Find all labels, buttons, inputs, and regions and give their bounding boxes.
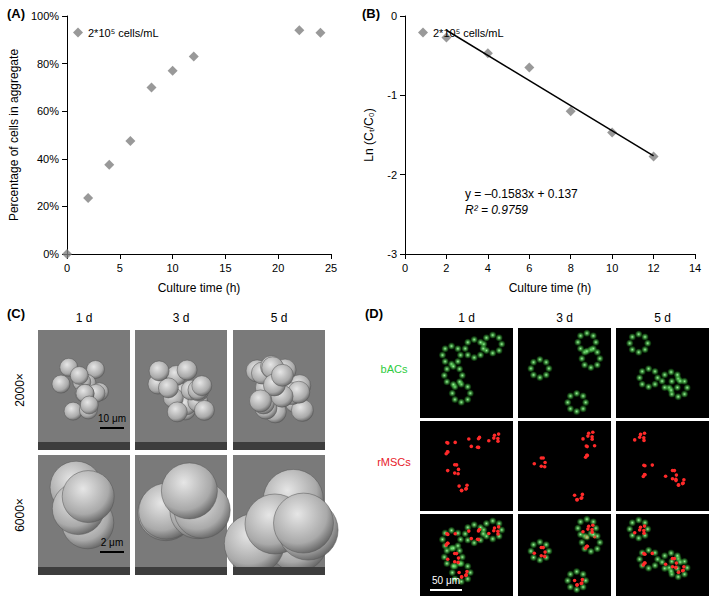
- svg-text:(A): (A): [7, 6, 25, 21]
- svg-text:y = –0.1583x + 0.137: y = –0.1583x + 0.137: [465, 187, 578, 201]
- svg-text:20%: 20%: [37, 200, 59, 212]
- svg-text:20: 20: [272, 262, 284, 274]
- svg-text:0: 0: [391, 10, 397, 22]
- svg-text:40%: 40%: [37, 153, 59, 165]
- svg-text:80%: 80%: [37, 58, 59, 70]
- svg-text:(C): (C): [7, 306, 25, 321]
- svg-text:-1: -1: [387, 89, 397, 101]
- svg-text:3 d: 3 d: [556, 311, 573, 325]
- svg-text:60%: 60%: [37, 105, 59, 117]
- svg-text:-3: -3: [387, 248, 397, 260]
- svg-text:10: 10: [166, 262, 178, 274]
- svg-text:5: 5: [117, 262, 123, 274]
- svg-text:rMSCs: rMSCs: [377, 456, 411, 468]
- svg-text:5 d: 5 d: [654, 311, 671, 325]
- svg-text:(B): (B): [362, 6, 380, 21]
- svg-text:12: 12: [647, 262, 659, 274]
- svg-text:-2: -2: [387, 169, 397, 181]
- svg-text:0%: 0%: [43, 248, 59, 260]
- svg-text:1 d: 1 d: [76, 311, 93, 325]
- svg-text:Culture time (h): Culture time (h): [158, 281, 241, 295]
- svg-text:R² = 0.9759: R² = 0.9759: [465, 203, 528, 217]
- svg-text:15: 15: [219, 262, 231, 274]
- svg-text:2: 2: [443, 262, 449, 274]
- svg-text:10: 10: [606, 262, 618, 274]
- svg-text:1 d: 1 d: [458, 311, 475, 325]
- svg-text:50 μm: 50 μm: [432, 575, 460, 586]
- svg-text:6000×: 6000×: [13, 498, 27, 532]
- svg-text:0: 0: [402, 262, 408, 274]
- svg-text:8: 8: [568, 262, 574, 274]
- svg-text:Ln (Cₜ/C₀): Ln (Cₜ/C₀): [362, 108, 376, 161]
- svg-text:Culture time (h): Culture time (h): [509, 281, 592, 295]
- svg-text:(D): (D): [365, 306, 383, 321]
- svg-text:4: 4: [485, 262, 491, 274]
- svg-text:2000×: 2000×: [13, 373, 27, 407]
- svg-text:25: 25: [325, 262, 337, 274]
- svg-text:2*10⁵ cells/mL: 2*10⁵ cells/mL: [88, 27, 159, 39]
- svg-text:2*10⁵ cells/mL: 2*10⁵ cells/mL: [433, 27, 504, 39]
- svg-text:2 μm: 2 μm: [101, 537, 123, 548]
- svg-text:3 d: 3 d: [173, 311, 190, 325]
- svg-text:bACs: bACs: [381, 363, 408, 375]
- svg-text:14: 14: [689, 262, 701, 274]
- svg-text:6: 6: [526, 262, 532, 274]
- svg-text:100%: 100%: [31, 10, 59, 22]
- svg-text:5 d: 5 d: [271, 311, 288, 325]
- svg-text:0: 0: [64, 262, 70, 274]
- svg-text:Percentage of cells in aggrega: Percentage of cells in aggregate: [7, 49, 21, 221]
- svg-text:10 μm: 10 μm: [98, 413, 126, 424]
